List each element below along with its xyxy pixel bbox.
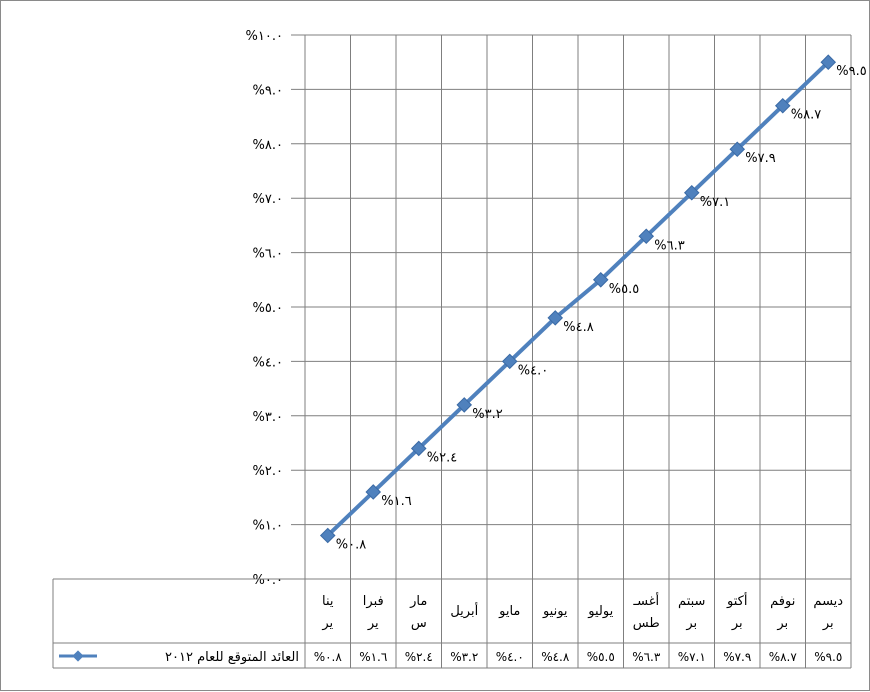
data-point-marker: [365, 484, 382, 500]
data-point-marker: [319, 527, 336, 544]
x-category-label: أغسـ: [632, 592, 659, 609]
data-point-marker: [683, 184, 700, 201]
data-table-value: %٥.٥: [587, 650, 615, 664]
data-table-value: %٧.٩: [723, 650, 751, 664]
data-label: %٨.٧: [791, 108, 821, 123]
data-label: %٧.٩: [745, 151, 775, 166]
data-table-value: %٧.١: [678, 650, 706, 664]
data-label: %٥.٥: [609, 282, 639, 297]
data-point-marker: [820, 54, 837, 70]
data-label: %٠.٨: [336, 537, 366, 552]
x-category-label: ينا: [322, 594, 334, 609]
data-table-value: %٠.٨: [314, 650, 343, 664]
data-label: %١.٦: [381, 494, 411, 509]
x-category-label: مايو: [498, 604, 520, 619]
x-category-label: ديسم: [813, 594, 843, 609]
y-tick-label: %١.٠: [253, 519, 283, 534]
y-tick-label: %٦.٠: [253, 247, 283, 262]
x-category-label: مار: [409, 594, 427, 609]
data-table-value: %٢.٤: [405, 650, 433, 664]
data-point-marker: [774, 97, 791, 114]
data-table-value: %٩.٥: [814, 650, 842, 664]
x-category-label: يونيو: [542, 604, 568, 619]
data-label: %٩.٥: [836, 64, 866, 79]
x-category-label: بر: [685, 616, 697, 631]
x-category-label: نوفم: [770, 594, 795, 609]
data-point-marker: [547, 310, 564, 326]
data-label: %٦.٣: [654, 238, 684, 253]
x-category-label: سبتم: [678, 594, 705, 609]
data-label: %٣.٢: [472, 407, 502, 422]
y-tick-label: %٤.٠: [253, 355, 283, 370]
x-category-label: طس: [633, 616, 660, 631]
y-tick-label: %٧.٠: [253, 192, 283, 207]
x-category-label: أبريل: [450, 602, 478, 619]
series-line: [326, 60, 830, 537]
data-table-value: %٤.٨: [541, 650, 570, 664]
y-tick-label: %٣.٠: [253, 410, 283, 425]
y-tick-label: %١٠.٠: [246, 29, 283, 44]
data-label: %٤.٠: [518, 363, 548, 378]
x-category-label: بر: [731, 616, 743, 631]
x-category-label: بر: [822, 616, 834, 631]
x-category-label: س: [411, 616, 427, 631]
y-tick-label: %٥.٠: [253, 301, 283, 316]
data-table-value: %٦.٣: [632, 650, 661, 664]
x-category-label: فبرا: [363, 594, 384, 609]
legend-label: العائد المتوقع للعام ٢٠١٢: [165, 650, 299, 665]
x-category-label: يوليو: [587, 604, 613, 619]
y-tick-label: %٨.٠: [253, 138, 283, 153]
data-table-value: %٨.٧: [769, 650, 798, 664]
data-table-value: %٣.٢: [450, 650, 478, 664]
data-table-value: %٤.٠: [496, 650, 524, 664]
x-category-label: ير: [367, 616, 379, 631]
legend-marker: [72, 650, 84, 662]
y-tick-label: %٩.٠: [253, 83, 283, 98]
data-label: %٤.٨: [563, 320, 593, 335]
data-point-marker: [729, 141, 746, 158]
y-tick-label: %٢.٠: [253, 464, 283, 479]
data-point-marker: [638, 228, 655, 245]
x-category-label: أكتو: [726, 592, 747, 609]
y-tick-label: %٠.٠: [253, 573, 283, 588]
data-label: %٢.٤: [427, 450, 457, 465]
data-point-marker: [592, 272, 609, 288]
data-point-marker: [501, 353, 518, 370]
data-label: %٧.١: [700, 195, 730, 210]
x-category-label: بر: [776, 616, 788, 631]
data-point-marker: [456, 397, 473, 413]
data-point-marker: [410, 440, 427, 457]
data-table-value: %١.٦: [359, 650, 387, 664]
x-category-label: ير: [321, 616, 333, 631]
